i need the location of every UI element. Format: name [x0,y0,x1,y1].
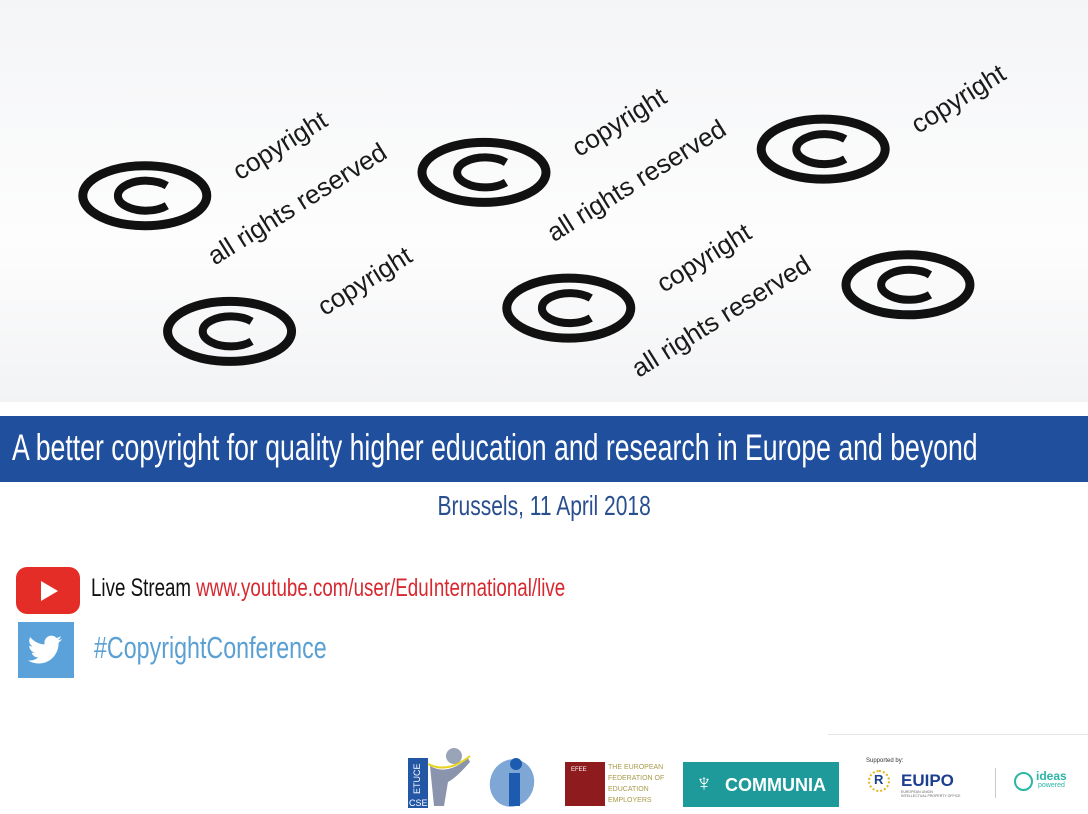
logo-divider [995,768,996,798]
etuce-text: ETUCE [412,763,422,794]
livestream-line: Live Stream www.youtube.com/user/EduInte… [91,574,565,603]
event-date: Brussels, 11 April 2018 [0,490,1088,522]
efee-abbr: EFEE [565,762,605,806]
ideas-powered-logo: ideas powered [1014,770,1078,796]
efee-line: EDUCATION [608,786,649,793]
euipo-sub: EUROPEAN UNION [901,790,933,794]
efee-line: FEDERATION OF [608,775,665,782]
communia-text: COMMUNIA [725,775,826,795]
copyright-word: copyright [312,240,418,322]
twitter-hashtag[interactable]: #CopyrightConference [94,630,327,665]
copyright-symbol-c [877,265,933,304]
copyright-symbol-c [453,153,509,192]
twitter-icon[interactable] [18,622,74,678]
copyright-symbol [756,114,890,184]
livestream-link[interactable]: www.youtube.com/user/EduInternational/li… [196,574,566,602]
copyright-symbol-c [198,312,254,351]
title-banner: A better copyright for quality higher ed… [0,416,1088,482]
ideas-text: ideas [1036,769,1067,783]
ideas-icon [1014,772,1033,791]
copyright-background-photo: copyright all rights reserved copyright cop… [0,0,1088,402]
copyright-symbol [841,250,975,320]
youtube-icon[interactable] [16,567,80,614]
copyright-word: copyright [905,57,1011,139]
event-title: A better copyright for quality higher ed… [12,427,978,468]
copyright-symbol [78,161,212,231]
powered-text: powered [1038,782,1065,789]
livestream-label: Live Stream [91,574,192,602]
efee-line: THE EUROPEAN [608,764,664,771]
copyright-symbol [502,273,636,343]
euipo-name: EUIPO [901,771,954,790]
rights-word: all rights reserved [626,249,816,383]
efee-logo: EFEE THE EUROPEAN FEDERATION OF EDUCATIO… [565,762,675,808]
euipo-logo: Supported by: R EUIPO EUROPEAN UNION INTE… [866,758,986,802]
copyright-symbol-c [537,289,593,328]
euipo-sub: INTELLECTUAL PROPERTY OFFICE [901,794,961,798]
efee-line: EMPLOYERS [608,797,652,804]
copyright-symbol [163,296,297,366]
supported-by-text: Supported by: [866,758,904,764]
eu-stars-icon [868,770,890,792]
communia-logo: ♆ COMMUNIA [683,762,839,807]
communia-emblem-icon: ♆ [695,770,713,797]
copyright-symbol-c [792,130,848,169]
divider [828,734,1088,735]
copyright-symbol-c [114,176,169,215]
education-international-logo [485,755,539,808]
rights-word: all rights reserved [202,137,392,271]
csee-text: CSEE [409,798,434,808]
etuce-logo: ETUCE CSEE [408,746,474,808]
event-date-text: Brussels, 11 April 2018 [437,490,651,521]
rights-word: all rights reserved [541,113,731,247]
copyright-symbol [417,137,551,207]
